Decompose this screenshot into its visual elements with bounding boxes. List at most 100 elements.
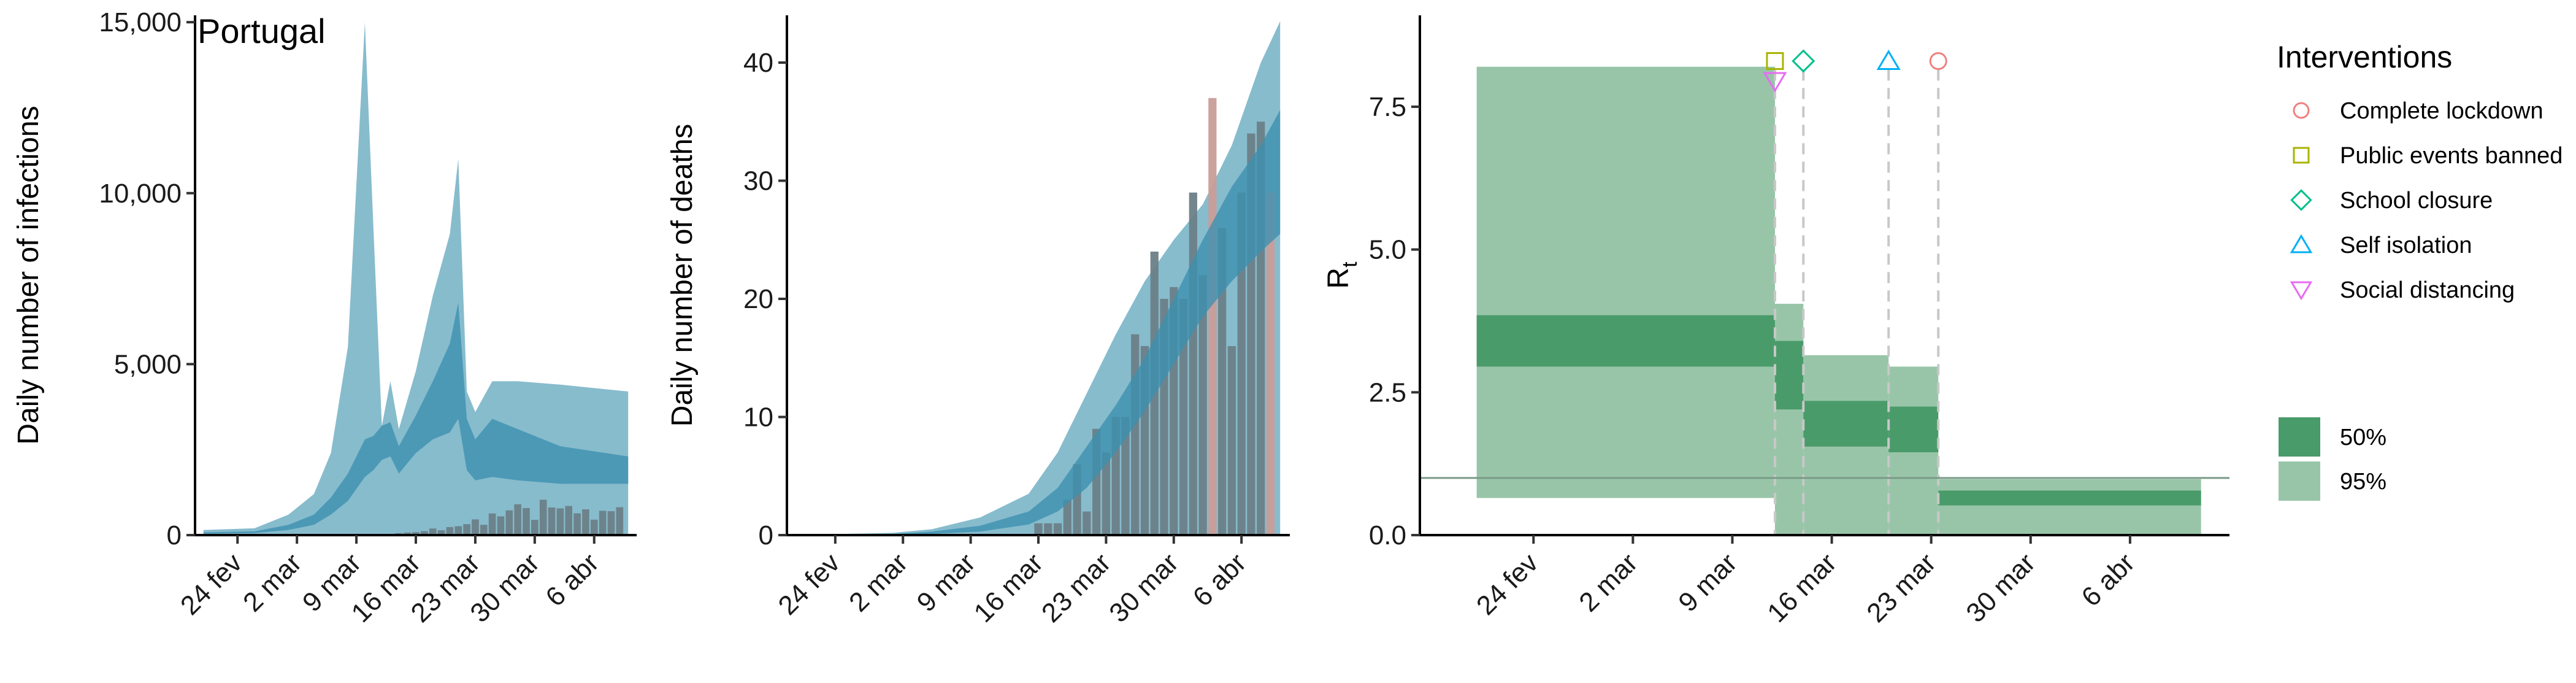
infections-x-tick-label: 2 mar [237,547,307,617]
intervention-marker [1929,52,1947,70]
deaths-x-tick-label: 30 mar [1103,547,1184,628]
legend-band-label: 50% [2340,425,2386,450]
deaths-observed-bar [1083,511,1091,535]
rt-y-tick-label: 2.5 [1369,377,1406,407]
infections-ci95-band [203,22,629,536]
infections-observed-bar [463,524,470,535]
infections-y-tick-label: 5,000 [114,349,182,379]
rt-y-tick-label: 0.0 [1369,520,1406,550]
infections-observed-bar [590,519,598,535]
deaths-ci95-band [796,21,1281,536]
legend-item-label: School closure [2340,188,2493,214]
infections-y-tick-label: 15,000 [99,7,182,37]
deaths-observed-bar [1044,523,1052,535]
legend-marker-triangle-down [2290,281,2313,301]
infections-observed-bar [488,513,496,535]
legend-marker-circle [2293,102,2310,119]
rt-x-tick-label: 2 mar [1573,547,1643,617]
infections-x-tick-label: 24 fev [175,547,248,620]
rt-y-axis-title-main: R [1322,268,1355,289]
infections-observed-bar [531,520,539,535]
deaths-y-tick-label: 0 [759,520,773,550]
infections-observed-bar [548,507,556,535]
infections-y-tick-label: 10,000 [99,179,182,209]
deaths-y-tick-label: 10 [743,403,773,433]
legend-item-label: Self isolation [2340,233,2472,258]
deaths-y-tick-label: 20 [743,284,773,314]
deaths-observed-bar [1063,500,1071,535]
legend-item-label: Complete lockdown [2340,98,2543,124]
rt-x-tick-label: 24 fev [1471,547,1544,620]
rt-y-tick-label: 7.5 [1369,92,1406,122]
infections-observed-bar [556,508,564,535]
infections-ci50-band [203,303,629,534]
infections-observed-bar [480,525,488,535]
legend-item-label: Social distancing [2340,277,2515,303]
infections-observed-bar [514,504,521,535]
infections-observed-bar [616,507,624,535]
deaths-x-tick-label: 24 fev [773,547,846,620]
infections-observed-bar [446,527,454,535]
infections-observed-bar [565,506,573,535]
rt-ci50-segment [1938,490,2201,506]
infections-observed-bar [412,532,420,535]
rt-ci95-segment [1476,66,1775,498]
legend-marker-square [2293,147,2310,164]
intervention-marker [1763,72,1787,93]
infections-observed-bar [599,511,607,535]
rt-x-tick-label: 9 mar [1673,547,1742,617]
deaths-y-axis-title: Daily number of deaths [666,124,699,427]
infections-x-tick-label: 30 mar [464,547,545,628]
intervention-marker [1766,52,1784,70]
infections-x-tick-label: 6 abr [540,547,605,612]
deaths-observed-bar [1266,192,1275,535]
intervention-marker [1876,49,1901,70]
deaths-y-tick-label: 40 [743,48,773,78]
deaths-y-tick-label: 30 [743,166,773,196]
rt-y-tick-label: 5.0 [1369,235,1406,265]
rt-x-tick-label: 30 mar [1960,547,2041,628]
legend-title: Interventions [2277,40,2452,74]
infections-observed-bar [472,519,479,535]
legend-item-label: Public events banned [2340,143,2563,169]
deaths-observed-bar [1131,334,1140,535]
infections-observed-bar [429,528,437,535]
deaths-x-tick-label: 23 mar [1036,547,1116,628]
deaths-observed-bar [1217,228,1227,535]
rt-x-tick-label: 16 mar [1761,547,1842,628]
deaths-observed-bar [1198,275,1207,535]
deaths-observed-bar [1189,192,1197,535]
deaths-observed-bar [1179,299,1188,535]
infections-title: Portugal [197,12,326,50]
rt-ci50-segment [1774,341,1804,410]
legend-band-swatch [2279,461,2320,501]
infections-observed-bar [497,516,505,535]
infections-y-tick-label: 0 [167,520,182,550]
deaths-observed-bar [1121,417,1130,535]
deaths-observed-bar [1102,452,1111,535]
rt-x-tick-label: 23 mar [1861,547,1941,628]
deaths-observed-bar [1053,523,1062,535]
infections-observed-bar [607,511,615,535]
infections-observed-bar [404,532,411,535]
infections-observed-bar [454,526,462,535]
rt-ci95-segment [1938,479,2201,535]
infections-y-axis-title: Daily number of infections [12,106,45,444]
deaths-observed-bar [1034,523,1043,535]
deaths-observed-bar [1227,346,1236,535]
deaths-observed-bar [1237,192,1246,535]
rt-x-tick-label: 6 abr [2076,547,2141,612]
infections-observed-bar [523,507,530,535]
rt-y-axis-title: Rt [1322,261,1362,289]
legend-marker-diamond [2290,189,2312,211]
rt-y-axis-title-subscript: t [1338,261,1362,268]
rt-ci50-segment [1803,401,1889,447]
rt-ci50-segment [1888,406,1939,453]
deaths-x-tick-label: 2 mar [843,547,913,617]
infections-observed-bar [539,500,547,535]
infections-observed-bar [573,513,581,535]
deaths-ci50-band [796,110,1281,535]
